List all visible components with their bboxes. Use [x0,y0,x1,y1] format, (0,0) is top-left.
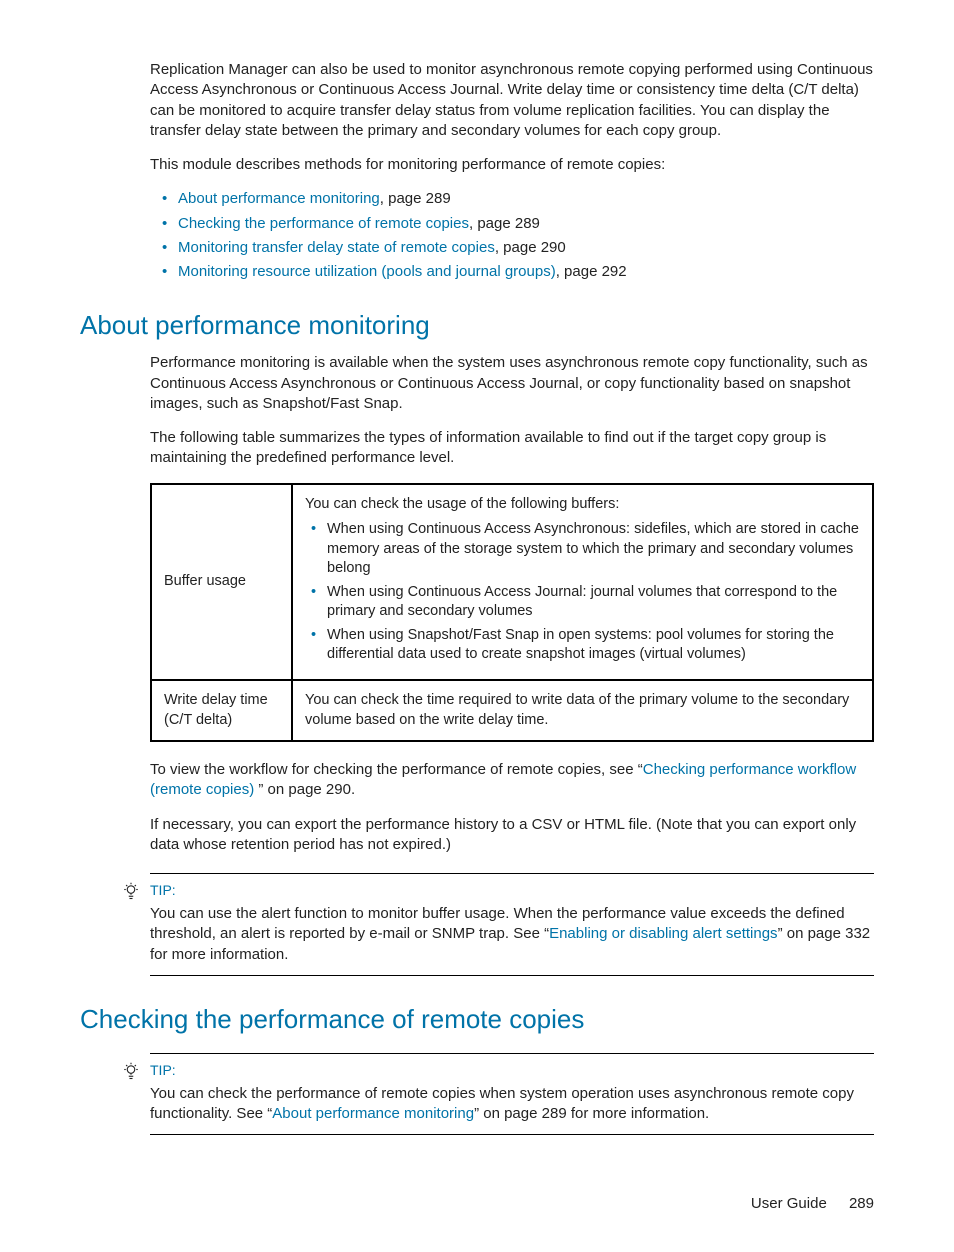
after-table-p1: To view the workflow for checking the pe… [150,760,874,801]
after-table-p1-pre: To view the workflow for checking the pe… [150,761,643,778]
intro-paragraph-1: Replication Manager can also be used to … [150,60,874,141]
buffer-item-1: When using Continuous Access Journal: jo… [327,583,860,622]
tip2-post: ” on page 289 for more information. [474,1105,709,1122]
tip-block-2: TIP: You can check the performance of re… [150,1053,874,1136]
footer-page-number: 289 [849,1195,874,1212]
toc-item-1: Checking the performance of remote copie… [178,214,874,234]
toc-item-0: About performance monitoring, page 289 [178,189,874,209]
table-cell-label-delay: Write delay time (C/T delta) [151,680,292,741]
section1-p1: Performance monitoring is available when… [150,353,874,414]
toc-list: About performance monitoring, page 289 C… [150,189,874,282]
table-cell-label-buffer: Buffer usage [151,484,292,681]
intro-paragraph-2: This module describes methods for monito… [150,155,874,175]
tip-label-1: TIP: [150,882,874,898]
table-cell-body-delay: You can check the time required to write… [292,680,873,741]
tip-body-2: You can check the performance of remote … [150,1084,874,1125]
tip-label-2: TIP: [150,1062,874,1078]
toc-link-0[interactable]: About performance monitoring [178,190,380,207]
footer-title: User Guide [751,1195,827,1212]
tip-body-1: You can use the alert function to monito… [150,904,874,965]
toc-page-2: , page 290 [495,239,566,256]
intro-block: Replication Manager can also be used to … [150,60,874,282]
toc-link-3[interactable]: Monitoring resource utilization (pools a… [178,263,556,280]
link-about-performance[interactable]: About performance monitoring [272,1105,474,1122]
lightbulb-icon [122,1062,140,1085]
link-alert-settings[interactable]: Enabling or disabling alert settings [549,925,777,942]
section1-p2: The following table summarizes the types… [150,428,874,469]
buffer-item-2: When using Snapshot/Fast Snap in open sy… [327,626,860,665]
toc-page-3: , page 292 [556,263,627,280]
table-row: Buffer usage You can check the usage of … [151,484,873,681]
toc-link-2[interactable]: Monitoring transfer delay state of remot… [178,239,495,256]
heading-about-performance: About performance monitoring [80,310,874,341]
toc-item-3: Monitoring resource utilization (pools a… [178,262,874,282]
section1-body: Performance monitoring is available when… [150,353,874,976]
lightbulb-icon [122,882,140,905]
buffer-lead: You can check the usage of the following… [305,496,619,512]
heading-checking-performance: Checking the performance of remote copie… [80,1004,874,1035]
toc-page-0: , page 289 [380,190,451,207]
page-footer: User Guide 289 [80,1195,874,1212]
after-table-p1-post: ” on page 290. [258,781,355,798]
section2-body: TIP: You can check the performance of re… [150,1053,874,1136]
buffer-list: When using Continuous Access Asynchronou… [305,520,860,665]
performance-table: Buffer usage You can check the usage of … [150,483,874,743]
tip-block-1: TIP: You can use the alert function to m… [150,873,874,976]
toc-link-1[interactable]: Checking the performance of remote copie… [178,215,469,232]
table-row: Write delay time (C/T delta) You can che… [151,680,873,741]
table-cell-body-buffer: You can check the usage of the following… [292,484,873,681]
buffer-item-0: When using Continuous Access Asynchronou… [327,520,860,579]
after-table-p2: If necessary, you can export the perform… [150,815,874,856]
page: Replication Manager can also be used to … [0,0,954,1252]
toc-page-1: , page 289 [469,215,540,232]
toc-item-2: Monitoring transfer delay state of remot… [178,238,874,258]
